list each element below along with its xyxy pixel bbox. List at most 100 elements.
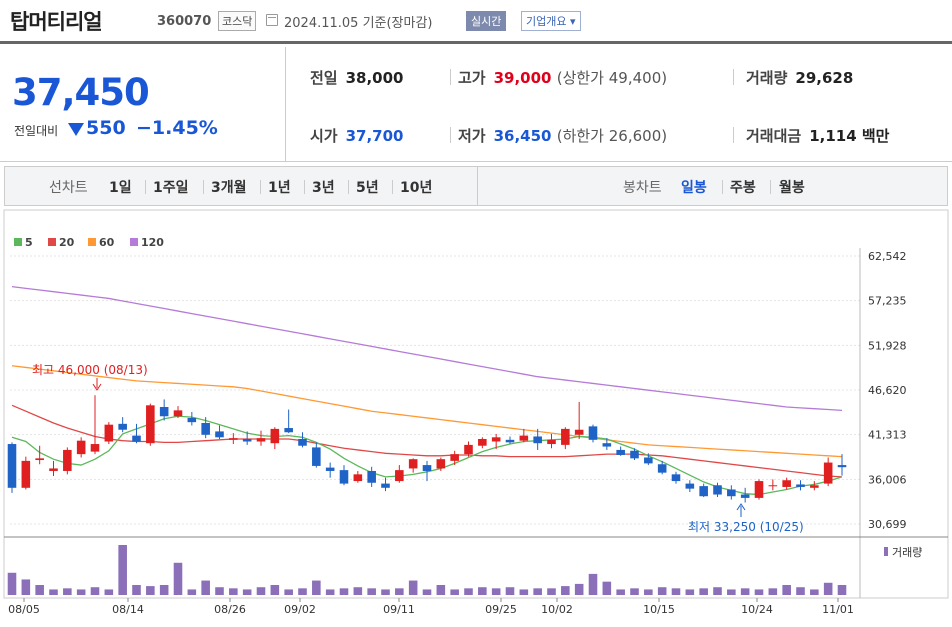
candle-body xyxy=(339,470,349,484)
down-triangle-icon xyxy=(68,123,84,136)
candle-body xyxy=(754,481,764,498)
candle-body xyxy=(644,457,653,464)
x-tick-label: 09/25 xyxy=(485,603,517,616)
volume-bar xyxy=(740,588,750,595)
volume-bar xyxy=(464,588,473,595)
low-arrow-head xyxy=(736,503,746,511)
candle-body xyxy=(49,468,58,471)
volume-bar xyxy=(685,589,695,595)
candle-body xyxy=(201,422,210,435)
period-1d[interactable]: 1일 xyxy=(109,180,132,196)
volume-bar xyxy=(644,589,653,595)
volume-bar xyxy=(270,585,280,595)
volume-bar xyxy=(436,585,446,595)
volume-bar xyxy=(768,588,778,595)
candle-body xyxy=(464,444,473,455)
volume-bar xyxy=(519,589,529,595)
legend-ma20: 20 xyxy=(48,236,74,249)
period-5y[interactable]: 5년 xyxy=(356,180,379,196)
volume-bar xyxy=(630,588,639,595)
realtime-button[interactable]: 실시간 xyxy=(466,11,507,31)
candle-body xyxy=(699,486,708,497)
candle-monthly[interactable]: 월봉 xyxy=(779,180,805,196)
volume-bar xyxy=(132,585,141,595)
x-tick-label: 11/01 xyxy=(822,603,854,616)
volume-bar xyxy=(699,588,708,595)
candle-body xyxy=(256,438,266,442)
x-tick-label: 10/24 xyxy=(741,603,773,616)
volume-bar xyxy=(381,589,390,595)
candle-body xyxy=(270,428,280,444)
candle-body xyxy=(173,410,183,417)
volume-bar xyxy=(173,562,183,595)
high-arrow-head xyxy=(92,383,102,391)
company-overview-dropdown[interactable]: 기업개요 ▾ xyxy=(521,11,581,31)
divider xyxy=(733,127,734,143)
line-chart-label: 선차트 xyxy=(49,180,88,196)
volume: 거래량 29,628 xyxy=(746,69,854,87)
market-badge: 코스닥 xyxy=(218,11,257,31)
candle-body xyxy=(491,437,501,442)
volume-bar xyxy=(602,581,612,595)
volume-bar xyxy=(588,573,598,595)
legend-ma120: 120 xyxy=(130,236,164,249)
x-tick-label: 10/02 xyxy=(541,603,573,616)
volume-bar xyxy=(187,589,197,595)
candle-body xyxy=(602,443,612,447)
change-percent: −1.45% xyxy=(136,117,218,139)
as-of-date: 2024.11.05 기준(장마감) xyxy=(284,16,433,31)
volume-bar xyxy=(35,585,44,595)
period-3y[interactable]: 3년 xyxy=(312,180,335,196)
chart-period-bar: 선차트 1일 1주일 3개월 1년 3년 5년 10년 봉차트 일봉 주봉 월봉 xyxy=(4,166,948,206)
volume-legend-swatch xyxy=(884,547,888,556)
y-tick-label: 41,313 xyxy=(868,429,907,442)
candle-body xyxy=(367,470,376,483)
volume-bar xyxy=(574,583,584,595)
candle-body xyxy=(657,464,667,473)
candle-body xyxy=(395,470,404,482)
x-tick-label: 09/11 xyxy=(383,603,415,616)
candle-body xyxy=(132,435,141,442)
period-3m[interactable]: 3개월 xyxy=(211,180,247,196)
candle-weekly[interactable]: 주봉 xyxy=(730,180,756,196)
divider xyxy=(450,127,451,143)
volume-bar xyxy=(547,588,556,595)
candle-body xyxy=(810,485,819,488)
volume-bar xyxy=(505,587,515,595)
volume-bar xyxy=(616,589,625,595)
candle-daily[interactable]: 일봉 xyxy=(681,180,707,196)
volume-bar xyxy=(159,585,169,595)
candle-body xyxy=(713,485,722,495)
candle-body xyxy=(547,439,556,445)
x-tick-label: 08/05 xyxy=(8,603,40,616)
volume-bar xyxy=(104,589,114,595)
candle-body xyxy=(616,449,625,455)
period-1y[interactable]: 1년 xyxy=(268,180,291,196)
volume-bar xyxy=(215,587,224,595)
y-tick-label: 46,620 xyxy=(868,384,907,397)
candle-body xyxy=(533,436,542,444)
chart-frame xyxy=(3,209,949,599)
candle-body xyxy=(478,438,487,446)
candle-body xyxy=(284,428,293,433)
candle-body xyxy=(782,480,791,487)
divider xyxy=(733,69,734,85)
candle-body xyxy=(229,438,238,440)
high-note: 최고 46,000 (08/13) xyxy=(32,363,148,377)
volume-bar xyxy=(713,587,722,595)
period-10y[interactable]: 10년 xyxy=(400,180,433,196)
volume-bar xyxy=(7,572,17,595)
stock-name: 탑머티리얼 xyxy=(10,10,103,34)
candle-body xyxy=(159,407,169,417)
volume-bar xyxy=(796,587,805,595)
candle-body xyxy=(35,458,44,461)
x-tick-label: 08/26 xyxy=(214,603,246,616)
volume-bar xyxy=(229,588,238,595)
period-1w[interactable]: 1주일 xyxy=(153,180,189,196)
price-summary: 37,450 전일대비 550 −1.45% 전일 38,000 시가 37,700… xyxy=(0,47,952,162)
candle-body xyxy=(823,462,833,484)
y-tick-label: 57,235 xyxy=(868,295,907,308)
candle-body xyxy=(450,454,459,461)
candle-body xyxy=(215,431,224,438)
open-price: 시가 37,700 xyxy=(310,127,404,145)
